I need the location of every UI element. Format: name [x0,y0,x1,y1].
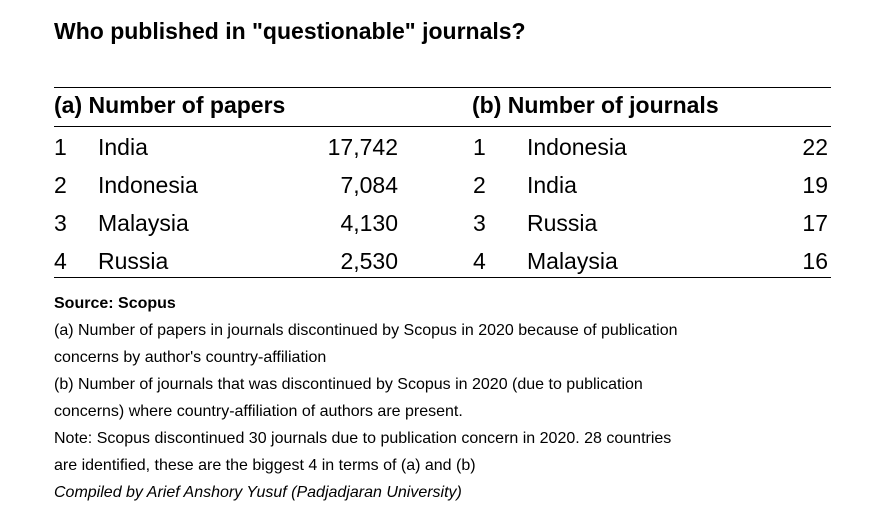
value-cell: 16 [802,248,828,274]
note-line: (a) Number of papers in journals discont… [54,322,678,339]
rank-cell: 3 [54,210,67,236]
table-row: 3 Russia 17 [473,204,828,242]
country-cell: Malaysia [98,210,189,236]
table-row: 3 Malaysia 4,130 [54,204,398,242]
rank-cell: 2 [54,172,67,198]
value-cell: 2,530 [340,248,398,274]
table-row: 2 Indonesia 7,084 [54,166,398,204]
rank-cell: 3 [473,210,486,236]
table-bottom-rule [54,277,831,278]
country-cell: Malaysia [527,248,618,274]
credit-line: Compiled by Arief Anshory Yusuf (Padjadj… [54,484,462,501]
notes-block: Source: Scopus (a) Number of papers in j… [54,290,844,506]
country-cell: Indonesia [527,134,627,160]
rank-cell: 4 [473,248,486,274]
table-header-rule [54,126,831,127]
table-row: 1 India 17,742 [54,128,398,166]
country-cell: India [98,134,148,160]
table-top-rule [54,87,831,88]
rank-cell: 4 [54,248,67,274]
rank-cell: 1 [473,134,486,160]
value-cell: 19 [802,172,828,198]
value-cell: 22 [802,134,828,160]
table-row: 4 Russia 2,530 [54,242,398,280]
table-row: 1 Indonesia 22 [473,128,828,166]
value-cell: 17 [802,210,828,236]
table-row: 4 Malaysia 16 [473,242,828,280]
country-cell: India [527,172,577,198]
country-cell: Indonesia [98,172,198,198]
rank-cell: 2 [473,172,486,198]
note-line: are identified, these are the biggest 4 … [54,457,476,474]
source-label: Source: Scopus [54,295,176,312]
note-line: concerns) where country-affiliation of a… [54,403,463,420]
table-row: 2 India 19 [473,166,828,204]
note-line: (b) Number of journals that was disconti… [54,376,643,393]
country-cell: Russia [98,248,169,274]
page-title: Who published in "questionable" journals… [54,18,526,44]
value-cell: 4,130 [340,210,398,236]
panel-a-heading: (a) Number of papers [54,92,286,118]
rank-cell: 1 [54,134,67,160]
country-cell: Russia [527,210,598,236]
value-cell: 7,084 [340,172,398,198]
panel-b-heading: (b) Number of journals [472,92,719,118]
note-line: concerns by author's country-affiliation [54,349,327,366]
value-cell: 17,742 [327,134,398,160]
note-line: Note: Scopus discontinued 30 journals du… [54,430,672,447]
